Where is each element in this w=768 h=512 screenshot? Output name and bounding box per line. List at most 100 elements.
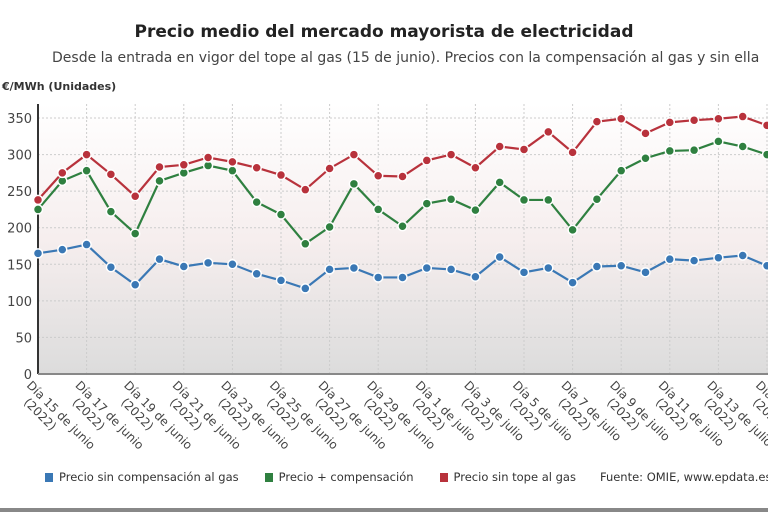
data-point <box>348 149 360 160</box>
data-point <box>567 224 578 236</box>
data-point <box>688 255 700 266</box>
data-point <box>737 250 748 261</box>
data-point <box>421 155 433 166</box>
data-point <box>348 178 360 190</box>
data-point <box>227 156 238 168</box>
data-point <box>445 193 457 205</box>
legend-item-red: Precio sin tope al gas <box>439 470 576 484</box>
data-point <box>227 259 238 270</box>
divider <box>0 508 768 512</box>
data-point <box>397 272 408 283</box>
data-point <box>713 136 724 147</box>
y-tick-label: 300 <box>7 149 32 164</box>
data-point <box>202 152 214 163</box>
data-point <box>664 145 676 157</box>
data-point <box>81 239 92 250</box>
y-tick-label: 150 <box>7 258 32 273</box>
data-point <box>737 141 748 152</box>
data-point <box>154 161 165 173</box>
data-point <box>275 169 287 181</box>
data-point <box>640 128 651 139</box>
legend-swatch <box>264 473 273 482</box>
data-point <box>640 152 651 164</box>
data-point <box>32 194 44 206</box>
data-point <box>227 165 238 176</box>
series-0 <box>32 239 768 294</box>
data-point <box>397 171 408 182</box>
y-tick-label: 200 <box>7 222 32 237</box>
data-point <box>615 260 627 271</box>
data-point <box>518 144 530 155</box>
data-point <box>324 163 335 174</box>
data-point <box>129 228 141 239</box>
data-point <box>761 120 768 131</box>
y-tick-label: 350 <box>7 112 32 127</box>
data-point <box>57 167 68 179</box>
data-point <box>32 248 44 259</box>
data-point <box>713 252 724 263</box>
data-point <box>761 260 768 271</box>
legend-item-blue: Precio sin compensación al gas <box>45 470 239 484</box>
data-point <box>640 267 651 278</box>
data-point <box>591 116 603 127</box>
data-point <box>688 114 700 126</box>
y-axis-label: €/MWh (Unidades) <box>2 80 117 93</box>
data-point <box>324 264 335 275</box>
data-point <box>591 193 603 205</box>
data-point <box>348 262 360 274</box>
series-1 <box>32 136 768 250</box>
chart-title: Precio medio del mercado mayorista de el… <box>134 22 634 42</box>
data-point <box>129 191 141 202</box>
data-point <box>615 165 627 176</box>
y-tick-label: 50 <box>15 331 32 346</box>
data-point <box>543 126 554 138</box>
legend-item-green: Precio + compensación <box>264 470 414 484</box>
data-point <box>445 264 457 275</box>
data-point <box>445 149 457 160</box>
data-point <box>81 165 92 176</box>
data-point <box>57 244 68 255</box>
data-point <box>494 251 505 263</box>
data-point <box>543 262 554 274</box>
data-point <box>688 144 700 156</box>
data-point <box>372 272 384 283</box>
data-point <box>324 221 335 233</box>
data-point <box>372 204 384 215</box>
data-point <box>178 159 190 171</box>
data-point <box>713 113 724 124</box>
data-point <box>494 141 505 152</box>
data-point <box>251 268 262 280</box>
data-point <box>494 177 505 188</box>
data-point <box>300 283 311 294</box>
data-point <box>518 194 530 206</box>
data-point <box>81 149 92 160</box>
data-point <box>615 113 627 124</box>
data-point <box>129 279 141 291</box>
data-point <box>567 277 578 288</box>
y-tick-label: 100 <box>7 295 32 310</box>
data-point <box>178 261 190 272</box>
data-point <box>470 162 481 173</box>
data-point <box>372 170 384 182</box>
legend-swatch <box>439 473 448 482</box>
data-point <box>32 204 44 215</box>
plot-background <box>38 104 768 374</box>
data-point <box>664 253 676 265</box>
y-tick-label: 0 <box>24 368 32 383</box>
data-point <box>397 221 408 232</box>
data-point <box>251 162 262 173</box>
data-point <box>105 261 117 273</box>
data-point <box>470 271 481 282</box>
data-point <box>591 261 603 272</box>
y-tick-label: 250 <box>7 185 32 200</box>
data-point <box>300 184 311 195</box>
data-point <box>251 196 262 208</box>
data-point <box>664 117 676 128</box>
data-point <box>543 194 554 206</box>
data-point <box>300 238 311 250</box>
data-point <box>105 206 117 217</box>
data-point <box>761 149 768 160</box>
data-point <box>275 209 287 220</box>
data-point <box>737 111 748 122</box>
